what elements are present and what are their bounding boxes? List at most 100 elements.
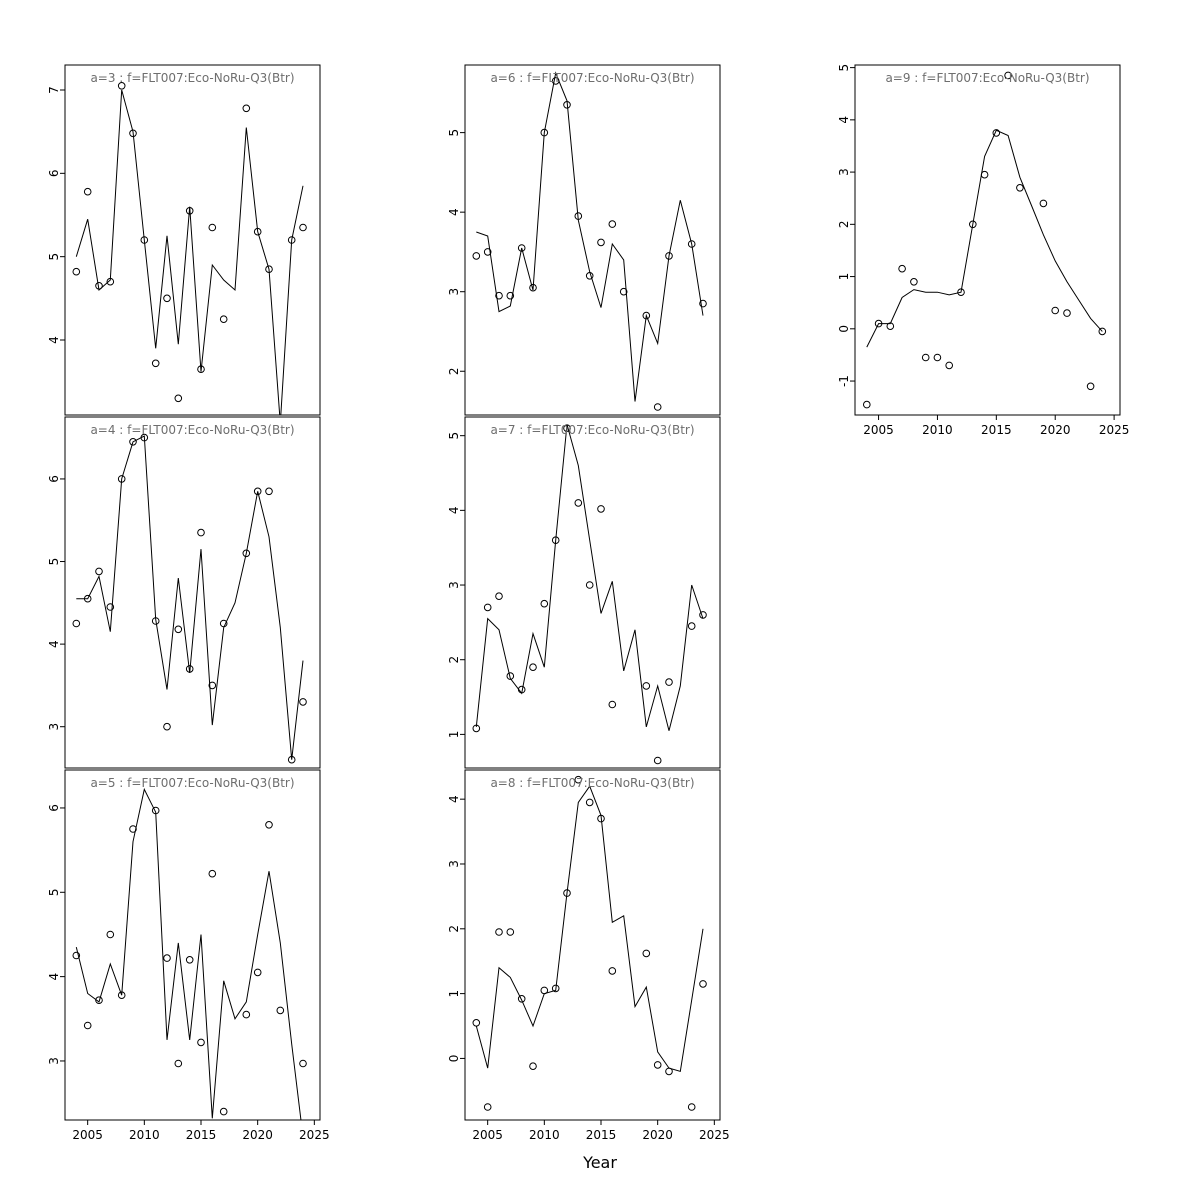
data-point	[299, 698, 307, 706]
panel-title: a=8 : f=FLT007:Eco-NoRu-Q3(Btr)	[490, 776, 694, 790]
y-tick-label: 3	[47, 1057, 61, 1065]
data-point	[174, 625, 183, 634]
data-point	[529, 1062, 537, 1070]
data-point	[874, 319, 883, 328]
x-tick-label: 2015	[981, 423, 1012, 437]
data-point	[551, 536, 560, 545]
data-point	[483, 1103, 492, 1111]
data-point	[151, 359, 160, 368]
data-point	[185, 956, 194, 964]
data-point	[185, 665, 194, 673]
data-point	[208, 223, 217, 232]
data-point	[886, 322, 895, 331]
y-tick-label: 2	[447, 367, 461, 375]
data-point	[506, 928, 515, 936]
data-point	[642, 311, 651, 320]
data-point	[72, 951, 81, 960]
y-tick-label: 4	[47, 640, 61, 648]
y-tick-label: 5	[837, 64, 851, 72]
panel-a8: 0 1 2 3 4 2005 2010 2015 2020 2025 a=8 : f=FLT007:…	[447, 769, 730, 1142]
y-tick-label: 2	[837, 221, 851, 229]
data-point	[699, 980, 707, 988]
panel-a4: 3 4 5 6 a=4 : f=FLT007:Eco-NoRu-Q3(Btr)	[47, 416, 321, 769]
data-point	[699, 611, 707, 619]
data-point	[517, 685, 526, 694]
data-point	[299, 1059, 307, 1068]
data-point	[687, 622, 696, 630]
data-point	[969, 220, 977, 229]
data-point	[83, 594, 92, 603]
y-tick-label: 5	[47, 888, 61, 896]
data-point	[83, 187, 92, 196]
y-tick-label: 6	[47, 804, 61, 812]
panel-title: a=9 : f=FLT007:Eco-NoRu-Q3(Btr)	[885, 71, 1089, 85]
data-point	[242, 1010, 251, 1019]
y-tick-label: -1	[837, 375, 851, 387]
data-point	[106, 930, 115, 939]
data-point	[287, 236, 296, 244]
data-point	[174, 394, 183, 403]
panel-a7: 1 2 3 4 5 a=7 : f=FLT007:Eco-NoRu-Q3(Btr)	[447, 416, 721, 769]
data-point	[72, 619, 81, 628]
data-point	[898, 264, 906, 273]
data-point	[653, 756, 662, 765]
data-point	[197, 1038, 205, 1047]
x-tick-label: 2015	[186, 1128, 217, 1142]
data-point	[597, 238, 605, 247]
data-point	[265, 487, 273, 496]
data-point	[540, 599, 549, 608]
data-point	[253, 487, 262, 496]
data-point	[574, 775, 583, 784]
data-point	[699, 299, 707, 308]
x-tick-label: 2010	[529, 1128, 560, 1142]
panel-a9: -1 0 1 2 3 4 5 2005 2010 2015 2020 2025 a=9 : f=FLT0…	[837, 64, 1129, 437]
data-point	[129, 825, 137, 833]
data-point	[1039, 199, 1048, 208]
y-tick-label: 6	[47, 170, 61, 178]
data-point	[163, 722, 171, 731]
data-point	[163, 954, 171, 962]
y-tick-label: 4	[447, 208, 461, 216]
fitted-line	[476, 71, 704, 402]
panel-a3: 4 5 6 7 a=3 : f=FLT007:Eco-NoRu-Q3(Btr)	[47, 64, 321, 416]
data-point	[106, 277, 115, 286]
panel-box	[64, 64, 321, 416]
panel-title: a=3 : f=FLT007:Eco-NoRu-Q3(Btr)	[90, 71, 294, 85]
data-point	[992, 129, 1001, 137]
data-point	[276, 1006, 285, 1015]
data-point	[1098, 327, 1107, 336]
y-tick-label: 3	[447, 288, 461, 296]
panel-box	[464, 416, 721, 769]
panel-box	[64, 416, 321, 769]
data-point	[1063, 309, 1071, 317]
data-point	[910, 278, 918, 286]
y-tick-label: 5	[447, 432, 461, 440]
y-tick-label: 5	[47, 253, 61, 261]
data-point	[140, 236, 149, 244]
data-point	[597, 505, 605, 513]
x-tick-label: 2015	[586, 1128, 617, 1142]
fitted-line	[475, 424, 704, 731]
data-point	[687, 1103, 696, 1111]
data-point	[608, 700, 617, 709]
y-tick-label: 7	[47, 86, 61, 94]
data-point	[933, 353, 942, 362]
data-point	[472, 724, 481, 733]
x-tick-label: 2020	[1040, 423, 1071, 437]
x-tick-label: 2020	[242, 1128, 273, 1142]
data-point	[197, 528, 205, 537]
panel-title: a=5 : f=FLT007:Eco-NoRu-Q3(Btr)	[90, 776, 294, 790]
data-point	[529, 283, 537, 292]
data-point	[665, 678, 673, 686]
data-point	[495, 291, 503, 300]
y-tick-label: 4	[837, 116, 851, 124]
data-point	[1051, 306, 1059, 315]
data-point	[287, 755, 296, 764]
panel-title: a=6 : f=FLT007:Eco-NoRu-Q3(Btr)	[490, 71, 694, 85]
data-point	[653, 1061, 662, 1069]
data-point	[642, 949, 651, 958]
panel-box	[464, 769, 721, 1121]
panel-title: a=4 : f=FLT007:Eco-NoRu-Q3(Btr)	[90, 423, 294, 437]
